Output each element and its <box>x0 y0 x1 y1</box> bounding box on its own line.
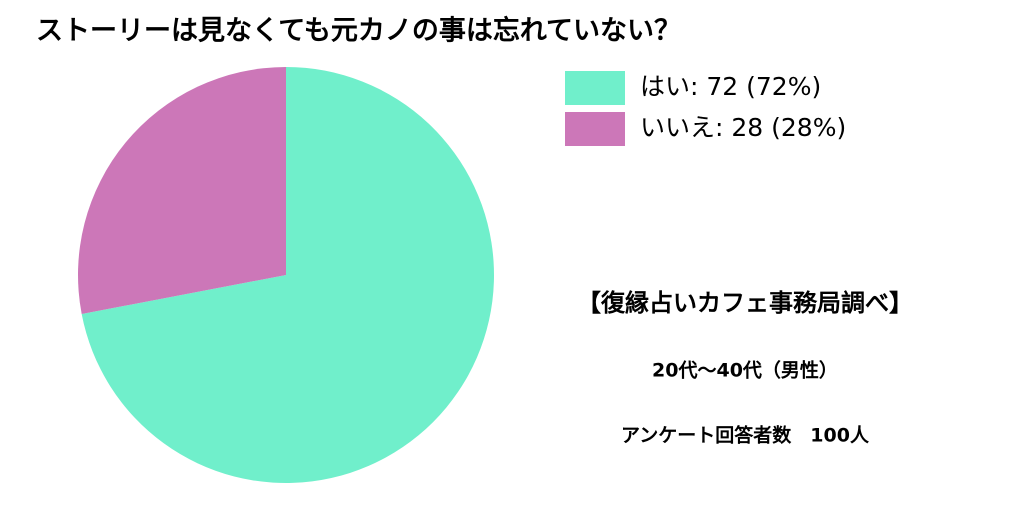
annotation: 20代〜40代（男性） <box>652 359 838 382</box>
pie-slice <box>81 67 495 484</box>
legend-label: いいえ: 28 (28%) <box>640 113 846 142</box>
legend-swatch <box>565 71 625 105</box>
annotation: 【復縁占いカフェ事務局調べ】 <box>577 289 913 317</box>
legend-swatch <box>565 112 625 146</box>
legend-label: はい: 72 (72%) <box>640 72 821 101</box>
pie-slice <box>77 67 286 314</box>
annotation: アンケート回答者数 100人 <box>621 424 870 447</box>
chart-title: ストーリーは見なくても元カノの事は忘れていない？ <box>36 15 681 47</box>
